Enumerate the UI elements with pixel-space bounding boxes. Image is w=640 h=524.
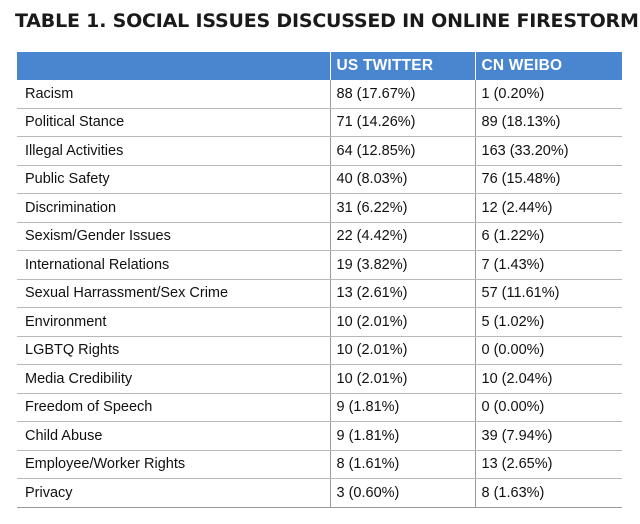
cell-issue: Employee/Worker Rights (17, 450, 330, 479)
cell-us-twitter: 9 (1.81%) (329, 393, 475, 422)
cell-issue: Media Credibility (17, 364, 330, 394)
cell-issue: Illegal Activities (17, 136, 330, 166)
social-issues-table: US TWITTER CN WEIBO Racism 88 (17.67%) 1 (… (17, 52, 622, 508)
cell-cn-weibo: 6 (1.22%) (474, 222, 622, 251)
cell-cn-weibo: 0 (0.00%) (474, 336, 622, 365)
cell-us-twitter: 88 (17.67%) (329, 80, 475, 109)
table-row: Sexual Harrassment/Sex Crime 13 (2.61%) 57… (17, 279, 622, 308)
cell-us-twitter: 64 (12.85%) (329, 136, 475, 166)
cell-cn-weibo: 76 (15.48%) (474, 165, 622, 194)
table-row: Privacy 3 (0.60%) 8 (1.63%) (17, 478, 622, 508)
cell-cn-weibo: 5 (1.02%) (474, 307, 622, 337)
cell-us-twitter: 10 (2.01%) (329, 364, 475, 394)
header-us-twitter: US TWITTER (329, 52, 475, 80)
header-issue (17, 52, 330, 80)
table-title: TABLE 1. SOCIAL ISSUES DISCUSSED IN ONLI… (15, 10, 640, 32)
cell-us-twitter: 31 (6.22%) (329, 193, 475, 223)
table-row: Media Credibility 10 (2.01%) 10 (2.04%) (17, 364, 622, 394)
cell-issue: Environment (17, 307, 330, 337)
cell-us-twitter: 3 (0.60%) (329, 478, 475, 508)
cell-cn-weibo: 10 (2.04%) (474, 364, 622, 394)
cell-issue: Public Safety (17, 165, 330, 194)
table-row: Political Stance 71 (14.26%) 89 (18.13%) (17, 108, 622, 137)
cell-issue: Child Abuse (17, 421, 330, 451)
cell-us-twitter: 10 (2.01%) (329, 336, 475, 365)
cell-us-twitter: 71 (14.26%) (329, 108, 475, 137)
table-row: LGBTQ Rights 10 (2.01%) 0 (0.00%) (17, 336, 622, 365)
table-row: Public Safety 40 (8.03%) 76 (15.48%) (17, 165, 622, 194)
cell-issue: Sexual Harrassment/Sex Crime (17, 279, 330, 308)
cell-cn-weibo: 163 (33.20%) (474, 136, 622, 166)
cell-cn-weibo: 0 (0.00%) (474, 393, 622, 422)
table-row: Illegal Activities 64 (12.85%) 163 (33.20%… (17, 136, 622, 166)
header-cn-weibo: CN WEIBO (474, 52, 622, 80)
cell-us-twitter: 22 (4.42%) (329, 222, 475, 251)
cell-us-twitter: 9 (1.81%) (329, 421, 475, 451)
cell-cn-weibo: 7 (1.43%) (474, 250, 622, 280)
table-row: Discrimination 31 (6.22%) 12 (2.44%) (17, 193, 622, 223)
table-header-row: US TWITTER CN WEIBO (17, 52, 622, 80)
cell-us-twitter: 13 (2.61%) (329, 279, 475, 308)
cell-cn-weibo: 12 (2.44%) (474, 193, 622, 223)
cell-cn-weibo: 1 (0.20%) (474, 80, 622, 109)
table-row: Freedom of Speech 9 (1.81%) 0 (0.00%) (17, 393, 622, 422)
cell-us-twitter: 10 (2.01%) (329, 307, 475, 337)
cell-issue: Sexism/Gender Issues (17, 222, 330, 251)
table-row: Child Abuse 9 (1.81%) 39 (7.94%) (17, 421, 622, 451)
cell-issue: LGBTQ Rights (17, 336, 330, 365)
cell-issue: Freedom of Speech (17, 393, 330, 422)
cell-cn-weibo: 57 (11.61%) (474, 279, 622, 308)
cell-issue: Discrimination (17, 193, 330, 223)
cell-issue: Racism (17, 80, 330, 109)
cell-cn-weibo: 13 (2.65%) (474, 450, 622, 479)
table-row: Racism 88 (17.67%) 1 (0.20%) (17, 80, 622, 109)
cell-cn-weibo: 8 (1.63%) (474, 478, 622, 508)
cell-issue: International Relations (17, 250, 330, 280)
cell-issue: Political Stance (17, 108, 330, 137)
table-row: Employee/Worker Rights 8 (1.61%) 13 (2.65%… (17, 450, 622, 479)
table-row: Environment 10 (2.01%) 5 (1.02%) (17, 307, 622, 337)
cell-cn-weibo: 89 (18.13%) (474, 108, 622, 137)
cell-us-twitter: 40 (8.03%) (329, 165, 475, 194)
cell-issue: Privacy (17, 478, 330, 508)
cell-us-twitter: 19 (3.82%) (329, 250, 475, 280)
table-row: International Relations 19 (3.82%) 7 (1.43… (17, 250, 622, 280)
table-row: Sexism/Gender Issues 22 (4.42%) 6 (1.22%) (17, 222, 622, 251)
cell-us-twitter: 8 (1.61%) (329, 450, 475, 479)
cell-cn-weibo: 39 (7.94%) (474, 421, 622, 451)
